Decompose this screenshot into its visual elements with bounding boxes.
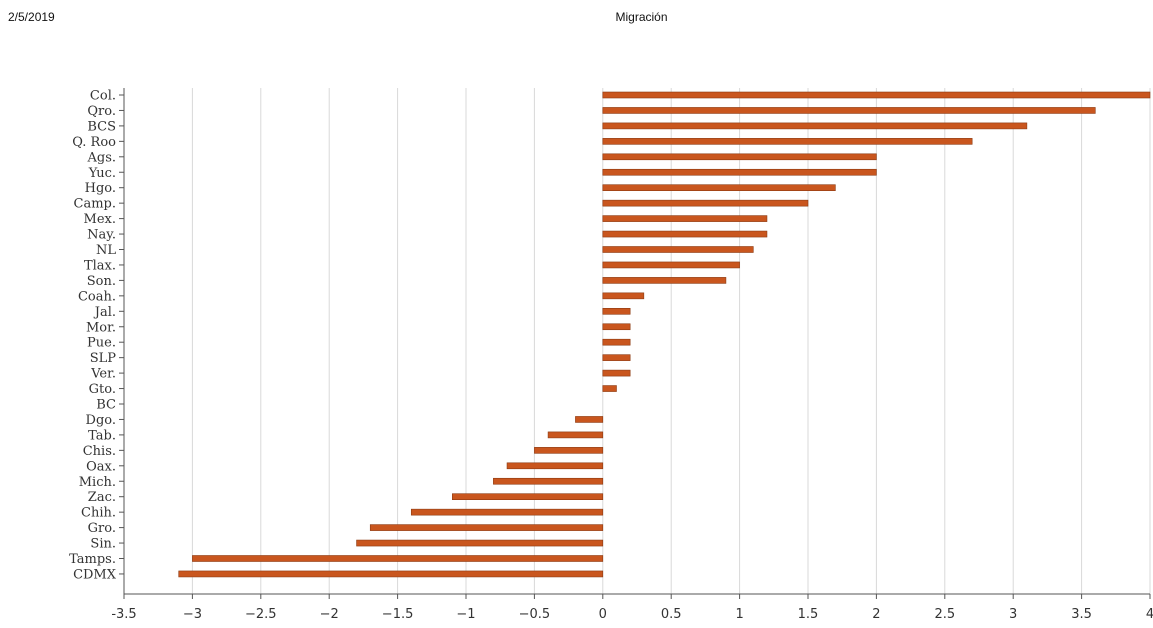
category-label: SLP — [90, 351, 117, 366]
bar-col — [602, 91, 1151, 99]
x-tick-label: −0.5 — [519, 607, 551, 622]
bar-zac — [452, 493, 604, 501]
bar-sin — [356, 539, 604, 547]
bar-q-roo — [602, 138, 973, 145]
bar-tab — [547, 431, 604, 439]
category-label: Sin. — [90, 537, 116, 552]
category-label: Zac. — [88, 490, 116, 505]
category-label: Tamps. — [69, 552, 116, 567]
bar-tamps — [192, 555, 604, 562]
x-tick-label: −2 — [320, 607, 339, 622]
category-label: Mex. — [84, 212, 116, 227]
category-label: Coah. — [78, 289, 116, 304]
x-tick-label: 2.5 — [934, 607, 955, 622]
bar-hgo — [602, 184, 836, 191]
category-label: Pue. — [87, 336, 116, 351]
bar-tlax — [602, 261, 740, 269]
x-tick-labels: -3.5 −3 −2.5 −2 −1.5 −1 −0.5 0 0.5 1 1.5 2 2.5 3 3.5 4 — [111, 607, 1153, 622]
bar-pue — [602, 338, 631, 346]
bar-ver — [602, 369, 631, 377]
category-label: Col. — [90, 89, 116, 104]
bar-nl — [602, 246, 754, 253]
bar-gro — [369, 524, 604, 531]
bar-bcs — [602, 122, 1028, 130]
x-tick-label: 4 — [1146, 607, 1153, 622]
bar-son — [602, 277, 727, 284]
bar-chih — [410, 508, 604, 516]
x-tick-label: -3.5 — [111, 607, 136, 622]
category-label: Qro. — [87, 104, 116, 119]
category-label: Hgo. — [85, 181, 116, 196]
category-label: BCS — [87, 119, 116, 134]
category-label: Mich. — [79, 475, 116, 490]
bar-yuc — [602, 168, 877, 176]
category-label: Camp. — [74, 197, 116, 212]
x-tick-label: 2 — [872, 607, 880, 622]
grid-lines — [123, 88, 1151, 594]
bar-oax — [506, 462, 604, 470]
x-tick-label: 1 — [735, 607, 743, 622]
category-label: Tab. — [88, 428, 116, 443]
category-label: Oax. — [86, 459, 116, 474]
bar-chis — [534, 447, 604, 454]
x-tick-label: 3.5 — [1071, 607, 1092, 622]
x-tick-label: −1.5 — [382, 607, 414, 622]
x-tick-label: −3 — [183, 607, 202, 622]
category-label: BC — [96, 398, 116, 413]
category-label: Gro. — [88, 521, 116, 536]
bar-jal — [602, 307, 631, 315]
category-label: Yuc. — [88, 166, 116, 181]
bar-nay — [602, 230, 768, 238]
bar-dgo — [575, 416, 604, 423]
category-label: Dgo. — [86, 413, 116, 428]
category-label: Chih. — [81, 506, 116, 521]
category-label: Tlax. — [84, 258, 116, 273]
x-tick-label: −1 — [456, 607, 475, 622]
bar-camp — [602, 199, 809, 207]
bar-mex — [602, 215, 768, 222]
category-label: NL — [96, 243, 116, 258]
category-label: Nay. — [87, 228, 116, 243]
category-label: Ags. — [86, 150, 116, 165]
category-label: CDMX — [73, 567, 117, 582]
page-title: Migración — [615, 10, 668, 24]
bar-gto — [602, 385, 617, 392]
bar-coah — [602, 292, 645, 300]
category-label: Ver. — [90, 367, 116, 382]
bar-ags — [602, 153, 877, 161]
category-label: Mor. — [86, 320, 116, 335]
page-date: 2/5/2019 — [8, 10, 55, 24]
category-label: Jal. — [93, 305, 116, 320]
category-label: Son. — [87, 274, 116, 289]
x-tick-label: 0.5 — [661, 607, 682, 622]
x-tick-label: 1.5 — [798, 607, 819, 622]
x-tick-label: 3 — [1009, 607, 1017, 622]
bar-qro — [602, 107, 1096, 114]
bar-mor — [602, 323, 631, 331]
x-tick-label: 0 — [599, 607, 607, 622]
axes — [119, 88, 1151, 599]
bars — [178, 91, 1151, 578]
category-label: Q. Roo — [72, 135, 116, 150]
x-tick-label: −2.5 — [245, 607, 277, 622]
bar-cdmx — [178, 570, 604, 578]
category-label: Chis. — [83, 444, 116, 459]
category-label: Gto. — [89, 382, 116, 397]
bar-mich — [493, 477, 604, 485]
bar-slp — [602, 354, 631, 361]
